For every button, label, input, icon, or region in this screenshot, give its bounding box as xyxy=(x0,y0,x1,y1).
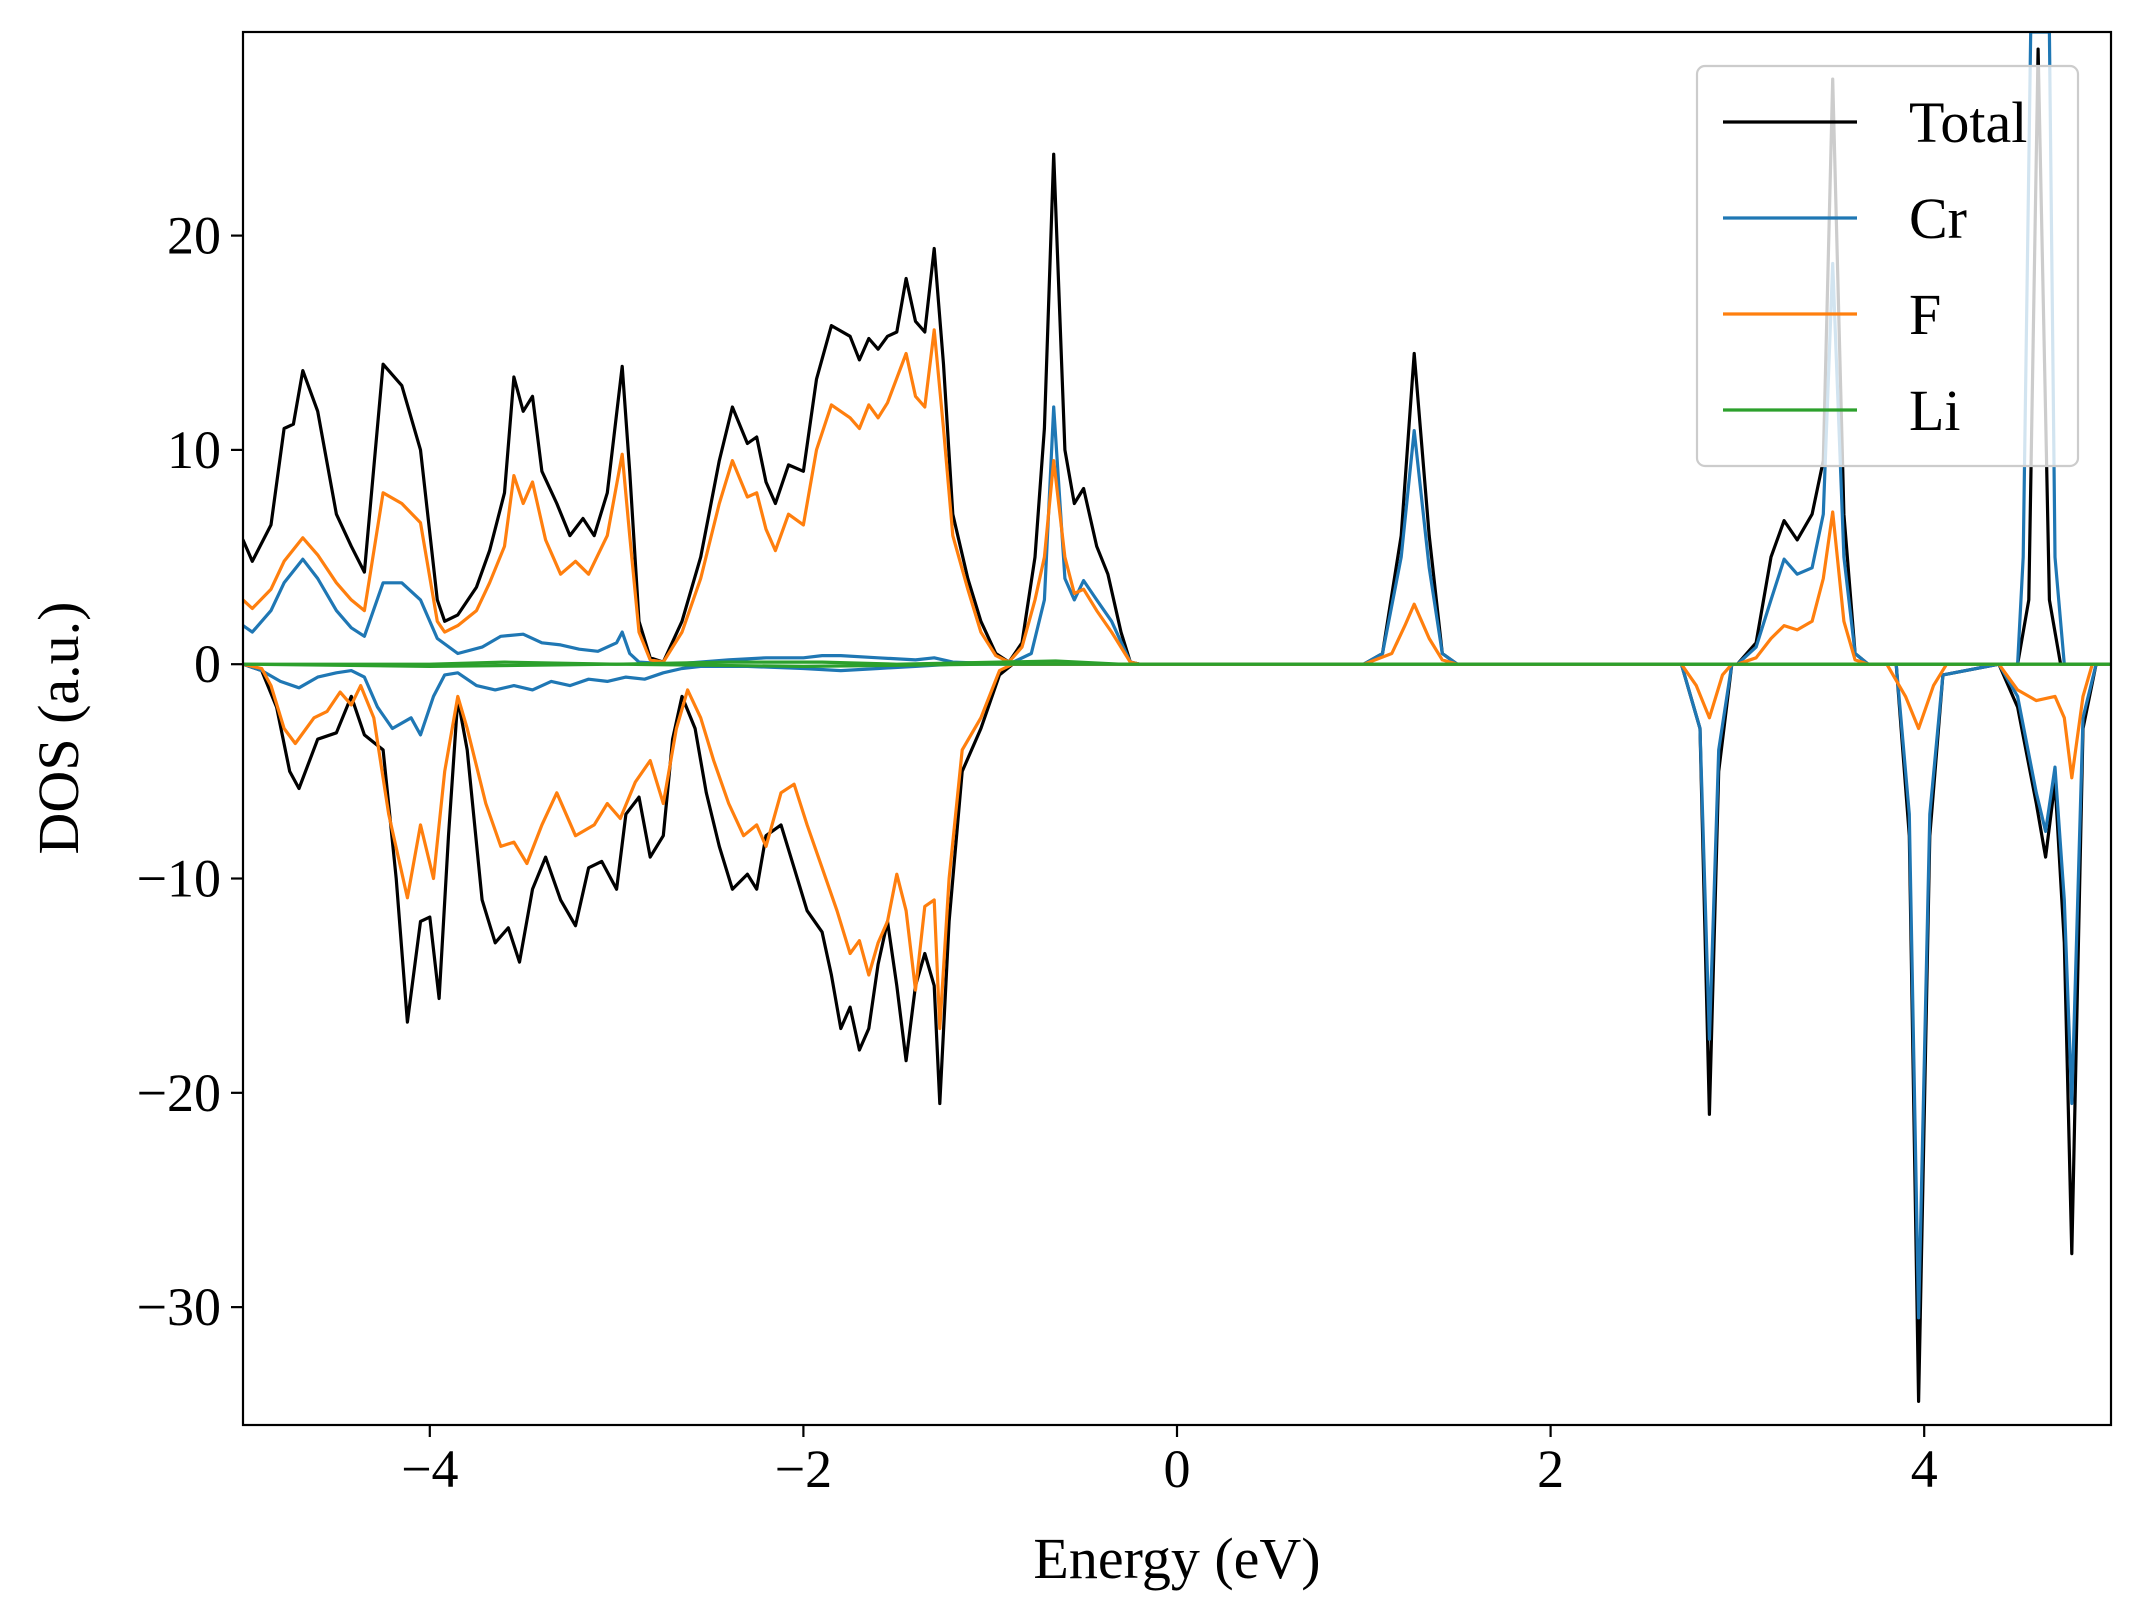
y-axis-label: DOS (a.u.) xyxy=(26,602,91,855)
legend-label-li: Li xyxy=(1909,378,1961,443)
curves-layer xyxy=(243,32,2111,1403)
y-tick-label: 0 xyxy=(194,634,221,694)
legend-box xyxy=(1695,64,2080,468)
series-2-down-line xyxy=(243,662,2111,1031)
series-1-up-line xyxy=(243,32,2111,666)
series-1-down-line xyxy=(243,662,2111,1320)
y-tick-label: 20 xyxy=(167,206,221,266)
legend-label-f: F xyxy=(1909,282,1941,347)
legend-label-total: Total xyxy=(1909,90,2027,155)
y-tick-label: −10 xyxy=(137,849,221,909)
x-tick-label: −4 xyxy=(401,1439,458,1499)
x-tick-label: 0 xyxy=(1164,1439,1191,1499)
series-3-up-line xyxy=(243,659,2111,666)
series-0-down-line xyxy=(243,662,2111,1403)
y-tick-label: −20 xyxy=(137,1063,221,1123)
legend-label-cr: Cr xyxy=(1909,186,1967,251)
y-tick-label: 10 xyxy=(167,420,221,480)
series-3-down-line xyxy=(243,662,2111,668)
y-tick-label: −30 xyxy=(137,1277,221,1337)
series-2-up-line xyxy=(243,328,2111,666)
x-tick-label: −2 xyxy=(775,1439,832,1499)
legend: Total Cr F Li xyxy=(1695,64,2080,468)
x-tick-label: 4 xyxy=(1911,1439,1938,1499)
x-axis-label: Energy (eV) xyxy=(1033,1526,1320,1591)
x-tick-label: 2 xyxy=(1537,1439,1564,1499)
